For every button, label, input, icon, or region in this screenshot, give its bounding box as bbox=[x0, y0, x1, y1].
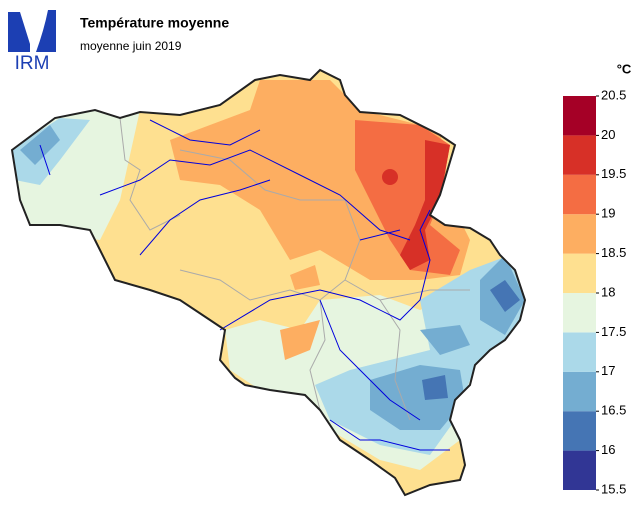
logo-text: IRM bbox=[15, 53, 50, 74]
colorbar-segment bbox=[563, 214, 596, 254]
rivers bbox=[39, 119, 450, 451]
colorbar-tick-label: 19 bbox=[601, 206, 615, 221]
colorbar: 15.5 16 16.5 17 17.5 18 18.5 19 19.5 20 20.5 bbox=[563, 87, 626, 496]
colorbar-tick-label: 19.5 bbox=[601, 166, 626, 181]
logo: IRM bbox=[8, 10, 56, 74]
country-border bbox=[10, 68, 527, 497]
colorbar-tick-label: 17 bbox=[601, 363, 615, 378]
colorbar-tick-label: 20.5 bbox=[601, 87, 626, 102]
colorbar-segment bbox=[563, 411, 596, 451]
colorbar-segment bbox=[563, 135, 596, 175]
colorbar-segment bbox=[563, 371, 596, 412]
legend-unit: °C bbox=[617, 61, 632, 76]
colorbar-tick-label: 16.5 bbox=[601, 403, 626, 418]
colorbar-segment bbox=[563, 450, 596, 490]
colorbar-tick-label: 20 bbox=[601, 127, 615, 142]
colorbar-segment bbox=[563, 293, 596, 333]
colorbar-tick-label: 16 bbox=[601, 442, 615, 457]
map-title: Température moyenne bbox=[80, 15, 229, 31]
colorbar-segment bbox=[563, 253, 596, 293]
colorbar-tick-label: 18 bbox=[601, 284, 615, 299]
colorbar-tick-label: 15.5 bbox=[601, 481, 626, 496]
colorbar-segment bbox=[563, 332, 596, 372]
map-subtitle: moyenne juin 2019 bbox=[80, 39, 182, 53]
colorbar-segment bbox=[563, 96, 596, 136]
province-borders bbox=[119, 117, 470, 421]
colorbar-tick-label: 17.5 bbox=[601, 324, 626, 339]
colorbar-tick-label: 18.5 bbox=[601, 245, 626, 260]
colorbar-segment bbox=[563, 174, 596, 215]
